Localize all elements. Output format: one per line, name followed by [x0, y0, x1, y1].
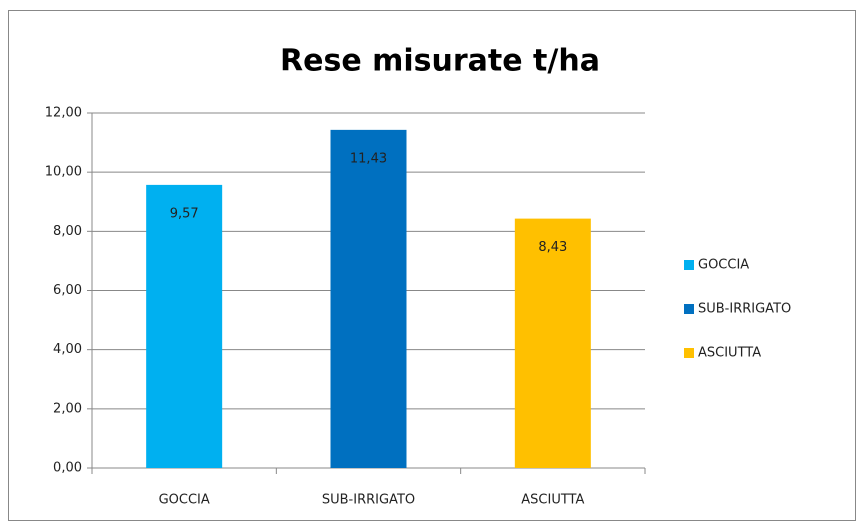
- value-label: 8,43: [538, 240, 567, 255]
- chart-title: Rese misurate t/ha: [280, 44, 600, 79]
- y-tick-label: 4,00: [53, 342, 82, 357]
- legend-swatch: [684, 304, 694, 314]
- bar: [330, 129, 407, 469]
- legend-swatch: [684, 260, 694, 270]
- y-tick-label: 0,00: [53, 461, 82, 476]
- value-label: 11,43: [350, 151, 387, 166]
- value-label: 9,57: [170, 206, 199, 221]
- legend-label: SUB-IRRIGATO: [698, 302, 791, 317]
- legend-label: ASCIUTTA: [698, 346, 761, 361]
- y-tick-label: 8,00: [53, 224, 82, 239]
- y-tick-label: 6,00: [53, 283, 82, 298]
- y-tick-label: 12,00: [45, 106, 82, 121]
- legend-label: GOCCIA: [698, 258, 749, 273]
- y-tick-label: 2,00: [53, 401, 82, 416]
- bar: [514, 218, 591, 468]
- bar: [146, 184, 223, 468]
- x-tick-label: GOCCIA: [159, 493, 210, 508]
- x-tick-label: SUB-IRRIGATO: [322, 493, 415, 508]
- y-tick-label: 10,00: [45, 165, 82, 180]
- x-tick-label: ASCIUTTA: [521, 493, 584, 508]
- legend-swatch: [684, 348, 694, 358]
